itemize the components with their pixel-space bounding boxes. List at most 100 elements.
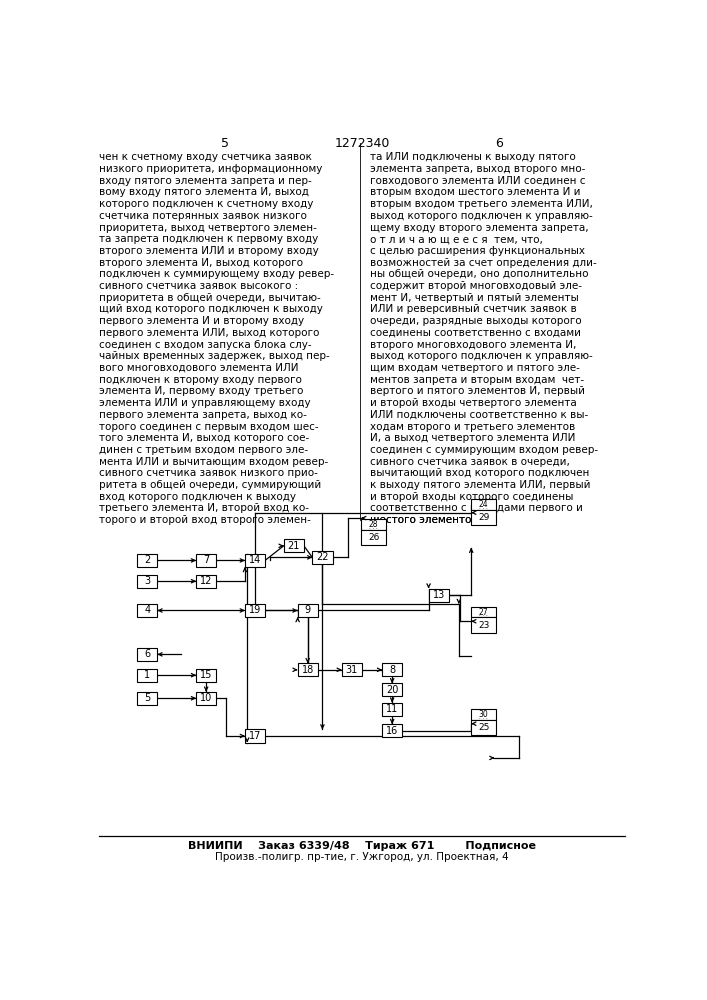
- Bar: [137, 604, 158, 617]
- Text: 2: 2: [144, 555, 151, 565]
- Text: 27: 27: [479, 608, 489, 617]
- Text: первого элемента И и второму входу: первого элемента И и второму входу: [99, 316, 304, 326]
- Text: вого многовходового элемента ИЛИ: вого многовходового элемента ИЛИ: [99, 363, 299, 373]
- Text: и второй входы которого соединены: и второй входы которого соединены: [370, 492, 574, 502]
- Text: подключен к второму входу первого: подключен к второму входу первого: [99, 375, 302, 385]
- Text: 29: 29: [478, 513, 489, 522]
- Text: щим входам четвертого и пятого эле-: щим входам четвертого и пятого эле-: [370, 363, 580, 373]
- Text: ментов запрета и вторым входам  чет-: ментов запрета и вторым входам чет-: [370, 375, 585, 385]
- Text: которого подключен к счетному входу: которого подключен к счетному входу: [99, 199, 314, 209]
- Text: первого элемента запрета, выход ко-: первого элемента запрета, выход ко-: [99, 410, 307, 420]
- Text: · · ·: · · ·: [369, 526, 378, 531]
- Text: 13: 13: [433, 590, 445, 600]
- Text: соответственно с выходами первого и: соответственно с выходами первого и: [370, 503, 583, 513]
- Text: 10: 10: [200, 693, 212, 703]
- Text: с целью расширения функциональных: с целью расширения функциональных: [370, 246, 585, 256]
- Text: приоритета, выход четвертого элемен-: приоритета, выход четвертого элемен-: [99, 223, 317, 233]
- Text: сивного счетчика заявок в очереди,: сивного счетчика заявок в очереди,: [370, 457, 571, 467]
- Text: динен с третьим входом первого эле-: динен с третьим входом первого эле-: [99, 445, 308, 455]
- Text: 23: 23: [478, 621, 489, 630]
- Text: входу пятого элемента запрета и пер-: входу пятого элемента запрета и пер-: [99, 176, 312, 186]
- Text: 30: 30: [479, 710, 489, 719]
- Text: очереди, разрядные выходы которого: очереди, разрядные выходы которого: [370, 316, 582, 326]
- Text: выход которого подключен к управляю-: выход которого подключен к управляю-: [370, 351, 593, 361]
- Text: ритета в общей очереди, суммирующий: ритета в общей очереди, суммирующий: [99, 480, 322, 490]
- Text: 14: 14: [249, 555, 261, 565]
- Bar: [382, 663, 402, 676]
- Text: 3: 3: [144, 576, 151, 586]
- Text: 25: 25: [478, 723, 489, 732]
- Text: 12: 12: [200, 576, 212, 586]
- Text: того элемента И, выход которого сое-: того элемента И, выход которого сое-: [99, 433, 310, 443]
- Bar: [361, 519, 386, 530]
- Text: 28: 28: [369, 520, 378, 529]
- Text: шестого элементов И.: шестого элементов И.: [370, 515, 493, 525]
- Text: второго элемента ИЛИ и второму входу: второго элемента ИЛИ и второму входу: [99, 246, 319, 256]
- Text: торого и второй вход второго элемен-: торого и второй вход второго элемен-: [99, 515, 311, 525]
- Text: · · ·: · · ·: [479, 716, 488, 721]
- Text: щий вход которого подключен к выходу: щий вход которого подключен к выходу: [99, 304, 323, 314]
- Bar: [137, 554, 158, 567]
- Bar: [196, 669, 216, 682]
- Text: 21: 21: [288, 541, 300, 551]
- Bar: [472, 499, 496, 510]
- Text: и второй входы четвертого элемента: и второй входы четвертого элемента: [370, 398, 577, 408]
- Bar: [382, 703, 402, 716]
- Text: элемента И, первому входу третьего: элемента И, первому входу третьего: [99, 386, 303, 396]
- Bar: [341, 663, 362, 676]
- Text: 11: 11: [386, 704, 398, 714]
- Bar: [428, 589, 449, 602]
- Text: 1272340: 1272340: [334, 137, 390, 150]
- Text: 18: 18: [302, 665, 314, 675]
- Bar: [284, 539, 304, 552]
- Text: 5: 5: [144, 693, 151, 703]
- Bar: [472, 709, 496, 720]
- Text: 16: 16: [386, 726, 398, 736]
- Text: 5: 5: [221, 137, 229, 150]
- Text: о т л и ч а ю щ е е с я  тем, что,: о т л и ч а ю щ е е с я тем, что,: [370, 234, 544, 244]
- Text: содержит второй многовходовый эле-: содержит второй многовходовый эле-: [370, 281, 583, 291]
- Text: второго элемента И, выход которого: второго элемента И, выход которого: [99, 258, 303, 268]
- Text: счетчика потерянных заявок низкого: счетчика потерянных заявок низкого: [99, 211, 307, 221]
- Bar: [196, 554, 216, 567]
- Text: 19: 19: [249, 605, 261, 615]
- Text: 6: 6: [144, 649, 151, 659]
- Text: · · ·: · · ·: [479, 613, 488, 618]
- Bar: [137, 692, 158, 705]
- Text: 4: 4: [144, 605, 151, 615]
- Text: подключен к суммирующему входу ревер-: подключен к суммирующему входу ревер-: [99, 269, 334, 279]
- Text: · · ·: · · ·: [479, 506, 488, 511]
- Text: вому входу пятого элемента И, выход: вому входу пятого элемента И, выход: [99, 187, 309, 197]
- Bar: [196, 575, 216, 588]
- Text: низкого приоритета, информационному: низкого приоритета, информационному: [99, 164, 322, 174]
- Text: соединены соответственно с входами: соединены соответственно с входами: [370, 328, 581, 338]
- Bar: [298, 604, 317, 617]
- Text: 20: 20: [386, 685, 398, 695]
- Text: вычитающий вход которого подключен: вычитающий вход которого подключен: [370, 468, 590, 478]
- Text: 17: 17: [249, 731, 261, 741]
- Bar: [472, 607, 496, 617]
- Bar: [472, 510, 496, 525]
- Text: соединен с суммирующим входом ревер-: соединен с суммирующим входом ревер-: [370, 445, 599, 455]
- Bar: [137, 669, 158, 682]
- Text: элемента ИЛИ и управляющему входу: элемента ИЛИ и управляющему входу: [99, 398, 311, 408]
- Text: вертого и пятого элементов И, первый: вертого и пятого элементов И, первый: [370, 386, 585, 396]
- Text: первого элемента ИЛИ, выход которого: первого элемента ИЛИ, выход которого: [99, 328, 320, 338]
- Text: сивного счетчика заявок низкого прио-: сивного счетчика заявок низкого прио-: [99, 468, 318, 478]
- Text: мент И, четвертый и пятый элементы: мент И, четвертый и пятый элементы: [370, 293, 579, 303]
- Bar: [382, 724, 402, 737]
- Text: 22: 22: [316, 552, 329, 562]
- Bar: [245, 554, 265, 567]
- Text: говходового элемента ИЛИ соединен с: говходового элемента ИЛИ соединен с: [370, 176, 586, 186]
- Text: чен к счетному входу счетчика заявок: чен к счетному входу счетчика заявок: [99, 152, 312, 162]
- Text: 24: 24: [479, 500, 489, 509]
- Text: мента ИЛИ и вычитающим входом ревер-: мента ИЛИ и вычитающим входом ревер-: [99, 457, 329, 467]
- Bar: [312, 551, 332, 564]
- Text: торого соединен с первым входом шес-: торого соединен с первым входом шес-: [99, 422, 319, 432]
- Bar: [472, 720, 496, 735]
- Bar: [245, 604, 265, 617]
- Text: И, а выход четвертого элемента ИЛИ: И, а выход четвертого элемента ИЛИ: [370, 433, 575, 443]
- Text: 15: 15: [200, 670, 212, 680]
- Text: щему входу второго элемента запрета,: щему входу второго элемента запрета,: [370, 223, 589, 233]
- Text: чайных временных задержек, выход пер-: чайных временных задержек, выход пер-: [99, 351, 330, 361]
